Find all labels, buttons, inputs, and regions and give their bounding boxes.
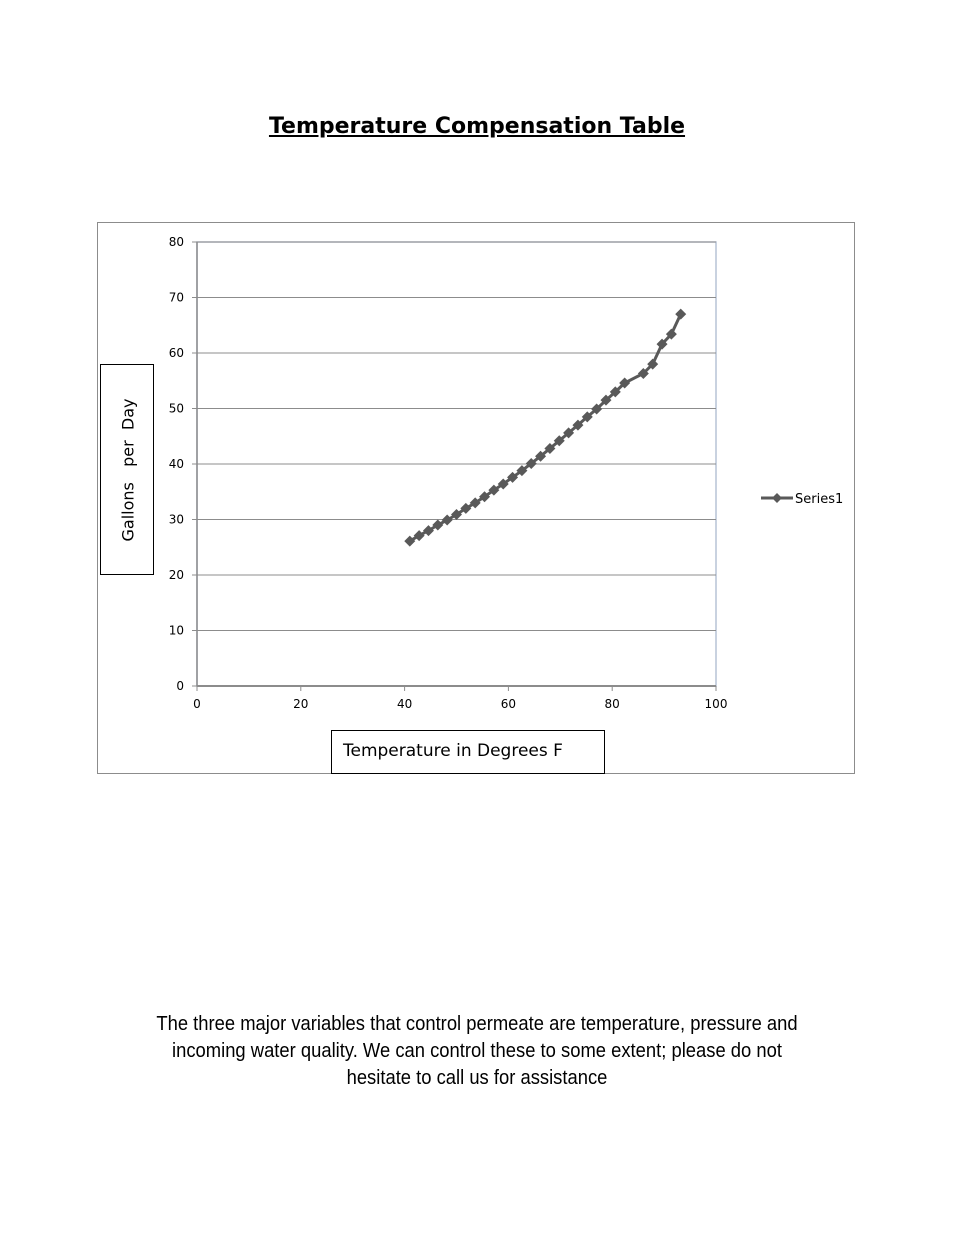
y-tick-label: 10 bbox=[169, 624, 184, 638]
x-tick-label: 60 bbox=[501, 697, 516, 711]
data-point bbox=[609, 386, 621, 398]
data-point bbox=[600, 394, 612, 406]
legend-label: Series1 bbox=[795, 492, 843, 507]
y-tick-label: 70 bbox=[169, 291, 184, 305]
y-axis-label-box: Gallons per Day bbox=[100, 364, 154, 575]
series-layer bbox=[404, 308, 687, 547]
x-tick-label: 100 bbox=[705, 697, 728, 711]
data-point bbox=[432, 519, 444, 531]
legend: Series1 bbox=[761, 492, 843, 507]
data-point bbox=[516, 465, 528, 477]
data-point bbox=[572, 419, 584, 431]
data-point bbox=[422, 525, 434, 537]
data-point bbox=[544, 442, 556, 454]
data-point bbox=[488, 484, 500, 496]
y-tick-label: 20 bbox=[169, 568, 184, 582]
axes: 0 10 20 30 40 50 60 70 80 0 20 40 60 80 100 bbox=[169, 235, 728, 711]
data-point bbox=[497, 478, 509, 490]
y-tick-label: 40 bbox=[169, 457, 184, 471]
data-point bbox=[665, 328, 677, 340]
series-line bbox=[409, 313, 683, 543]
x-tick-label: 0 bbox=[193, 697, 201, 711]
y-tick-label: 80 bbox=[169, 235, 184, 249]
data-point bbox=[404, 535, 416, 547]
caption-line: hesitate to call us for assistance bbox=[346, 1067, 608, 1089]
document-title: Temperature Compensation Table bbox=[268, 114, 686, 139]
data-point bbox=[479, 491, 491, 503]
data-point bbox=[656, 338, 668, 350]
data-point bbox=[591, 403, 603, 415]
caption-line: The three major variables that control p… bbox=[156, 1013, 798, 1035]
data-point bbox=[535, 450, 547, 462]
x-tick-label: 20 bbox=[293, 697, 308, 711]
caption-line: incoming water quality. We can control t… bbox=[172, 1040, 782, 1062]
legend-marker bbox=[772, 493, 782, 503]
data-point bbox=[553, 435, 565, 447]
data-point bbox=[619, 377, 631, 389]
y-tick-label: 0 bbox=[176, 679, 184, 693]
data-point bbox=[525, 457, 537, 469]
y-tick-label: 60 bbox=[169, 346, 184, 360]
data-point bbox=[507, 471, 519, 483]
data-point bbox=[460, 502, 472, 514]
data-point bbox=[469, 497, 481, 509]
x-tick-label: 40 bbox=[397, 697, 412, 711]
data-point bbox=[675, 308, 687, 320]
y-tick-label: 50 bbox=[169, 402, 184, 416]
y-tick-label: 30 bbox=[169, 513, 184, 527]
gridlines bbox=[197, 241, 716, 631]
data-point bbox=[451, 509, 462, 521]
data-point bbox=[581, 411, 593, 423]
data-point bbox=[563, 427, 575, 439]
x-tick-label: 80 bbox=[605, 697, 620, 711]
caption: The three major variables that control p… bbox=[38, 1011, 916, 1092]
data-point bbox=[637, 368, 649, 380]
data-point bbox=[647, 358, 659, 370]
y-axis-label: Gallons per Day bbox=[118, 398, 138, 542]
data-point bbox=[413, 530, 425, 542]
x-axis-label: Temperature in Degrees F bbox=[331, 730, 605, 774]
data-point bbox=[441, 514, 453, 526]
